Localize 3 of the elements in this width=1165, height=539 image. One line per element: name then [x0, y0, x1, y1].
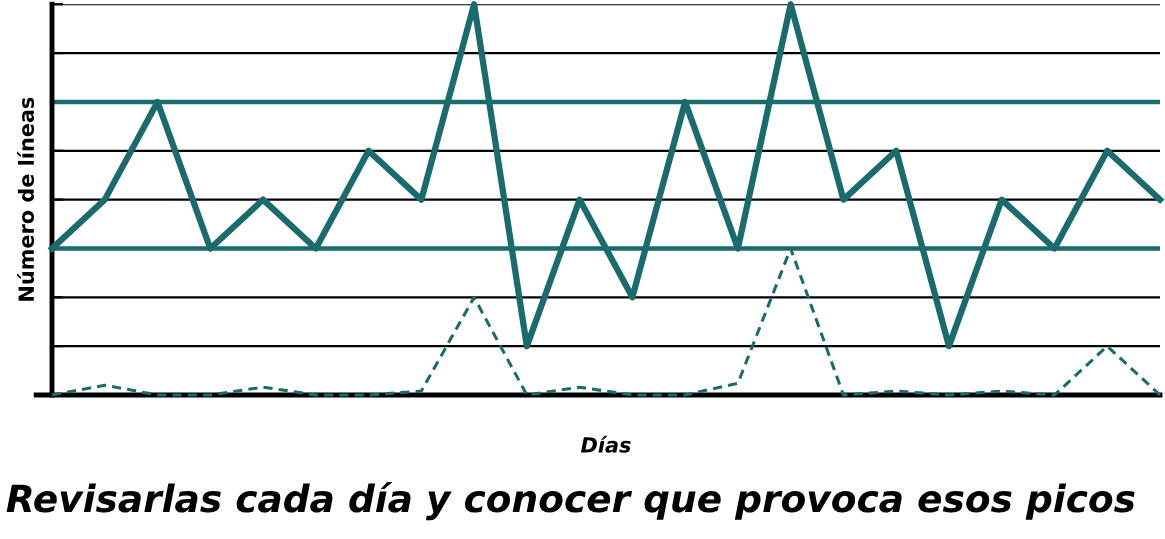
- text: Revisarlas cada día y conocer que provoca esos picos: [6, 482, 1135, 521]
- x-axis-title: Días: [580, 435, 631, 453]
- y-axis-title: Número de líneas: [17, 97, 35, 301]
